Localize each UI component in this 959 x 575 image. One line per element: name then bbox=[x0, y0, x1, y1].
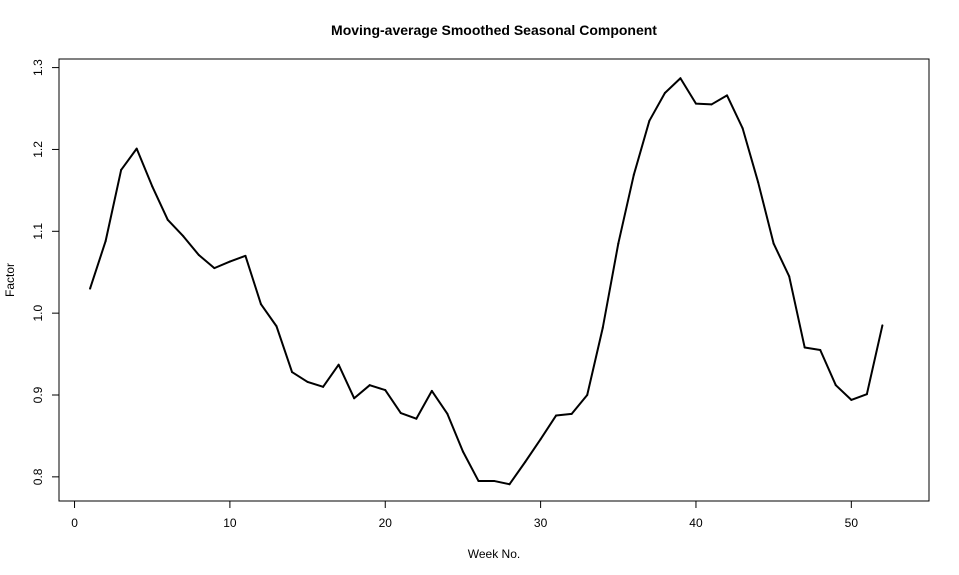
data-point bbox=[834, 384, 837, 387]
data-point bbox=[120, 168, 123, 171]
x-axis: 0 10 20 30 40 50 bbox=[71, 500, 859, 530]
data-point bbox=[710, 103, 713, 106]
data-point bbox=[368, 384, 371, 387]
series-group bbox=[89, 77, 884, 486]
data-point bbox=[353, 397, 356, 400]
data-point bbox=[819, 348, 822, 351]
data-point bbox=[648, 119, 651, 122]
data-point bbox=[617, 242, 620, 245]
series-line bbox=[89, 77, 884, 486]
data-point bbox=[694, 102, 697, 105]
data-point bbox=[228, 260, 231, 263]
data-point bbox=[524, 461, 527, 464]
data-point bbox=[244, 254, 247, 257]
data-point bbox=[166, 218, 169, 221]
data-point bbox=[586, 394, 589, 396]
data-point bbox=[384, 389, 387, 392]
x-tick-label: 30 bbox=[534, 516, 548, 530]
data-point bbox=[850, 398, 853, 401]
data-point bbox=[306, 380, 309, 383]
data-point bbox=[259, 303, 262, 306]
data-point bbox=[89, 287, 92, 290]
data-point bbox=[803, 346, 806, 349]
data-point bbox=[865, 393, 868, 396]
plot-frame bbox=[58, 58, 930, 502]
data-point bbox=[461, 450, 464, 453]
y-axis-label: Factor bbox=[3, 263, 17, 297]
data-point bbox=[741, 127, 744, 130]
x-axis-label: Week No. bbox=[468, 547, 520, 561]
data-point bbox=[415, 417, 418, 420]
x-tick-label: 20 bbox=[379, 516, 393, 530]
data-point bbox=[322, 385, 325, 388]
x-tick-label: 40 bbox=[689, 516, 703, 530]
data-point bbox=[337, 363, 340, 366]
data-point bbox=[663, 91, 666, 94]
data-point bbox=[508, 483, 511, 486]
data-point bbox=[477, 479, 480, 482]
data-point bbox=[135, 147, 138, 150]
y-tick-label: 1.3 bbox=[31, 59, 45, 76]
x-tick-label: 10 bbox=[223, 516, 237, 530]
y-tick-label: 1.2 bbox=[31, 141, 45, 158]
data-point bbox=[555, 414, 558, 417]
data-point bbox=[539, 438, 542, 441]
data-point bbox=[788, 275, 791, 278]
x-tick-label: 0 bbox=[71, 516, 78, 530]
data-point bbox=[104, 240, 107, 243]
data-point bbox=[772, 242, 775, 245]
data-point bbox=[632, 173, 635, 176]
data-point bbox=[182, 235, 185, 238]
data-point bbox=[213, 267, 216, 270]
data-point bbox=[726, 94, 729, 97]
data-point bbox=[291, 371, 294, 374]
y-tick-label: 1.0 bbox=[31, 304, 45, 321]
data-point bbox=[570, 412, 573, 415]
data-point bbox=[430, 389, 433, 392]
data-point bbox=[399, 412, 402, 415]
y-tick-label: 1.1 bbox=[31, 223, 45, 240]
data-point bbox=[601, 326, 604, 329]
data-point bbox=[446, 412, 449, 415]
data-point bbox=[151, 185, 154, 188]
data-point bbox=[197, 254, 200, 257]
data-point bbox=[757, 181, 760, 184]
data-point bbox=[493, 479, 495, 482]
data-point bbox=[679, 77, 682, 80]
chart-title: Moving-average Smoothed Seasonal Compone… bbox=[331, 22, 657, 38]
y-tick-label: 0.8 bbox=[31, 468, 45, 485]
y-tick-label: 0.9 bbox=[31, 386, 45, 403]
x-tick-label: 50 bbox=[845, 516, 859, 530]
data-point bbox=[881, 324, 884, 327]
data-point bbox=[275, 325, 278, 328]
y-axis: 0.8 0.9 1.0 1.1 1.2 1.3 bbox=[31, 59, 60, 485]
